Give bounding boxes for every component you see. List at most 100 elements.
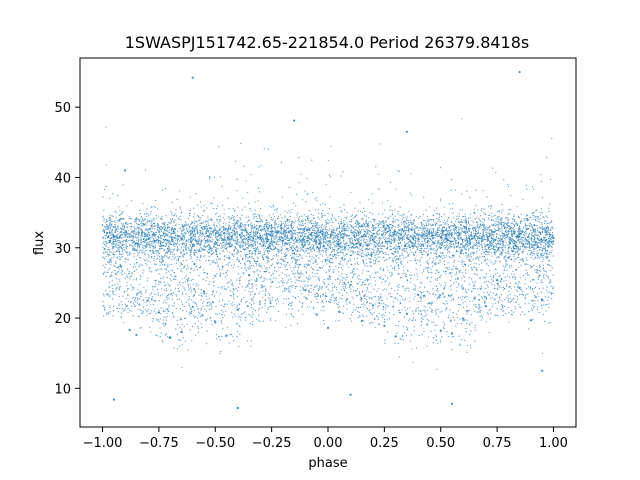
data-point [215, 250, 217, 252]
data-point [472, 230, 475, 232]
data-point [261, 215, 263, 217]
data-point [258, 314, 260, 316]
data-point [356, 253, 358, 255]
data-point [236, 308, 239, 311]
data-point [525, 230, 527, 233]
data-point [108, 260, 110, 262]
data-point [374, 303, 376, 305]
data-point [520, 314, 522, 316]
data-point [305, 298, 307, 300]
data-point [324, 236, 326, 238]
data-point [163, 276, 165, 278]
data-point [194, 291, 197, 293]
data-point [338, 216, 340, 218]
data-point [542, 250, 544, 252]
data-point [445, 255, 447, 257]
data-point [491, 216, 493, 218]
data-point [285, 224, 288, 226]
data-point [254, 244, 256, 246]
data-point [530, 232, 532, 234]
data-point [182, 260, 184, 262]
data-point [517, 257, 519, 259]
data-point [308, 275, 310, 277]
data-point [155, 270, 157, 272]
data-point [131, 297, 133, 299]
data-point [140, 275, 142, 277]
data-point [481, 256, 483, 258]
data-point [138, 239, 140, 241]
data-point [228, 225, 230, 227]
data-point [333, 297, 335, 299]
data-point [182, 282, 184, 284]
data-point [272, 282, 274, 284]
data-point [136, 262, 138, 264]
data-point [356, 288, 358, 290]
data-point [457, 217, 460, 220]
data-point [464, 213, 466, 215]
data-point [179, 317, 181, 319]
data-point [453, 246, 455, 248]
data-point [459, 237, 461, 240]
data-point [204, 238, 206, 240]
data-point [153, 299, 155, 301]
data-point [155, 217, 157, 219]
data-point [105, 231, 109, 235]
data-point [494, 228, 496, 230]
data-point [240, 142, 242, 144]
data-point [479, 310, 481, 312]
data-point [372, 259, 375, 261]
data-point [459, 344, 461, 347]
data-point [398, 273, 400, 275]
data-point [153, 242, 155, 244]
data-point [372, 213, 374, 215]
data-point [118, 286, 120, 288]
data-point [329, 228, 331, 230]
data-point [387, 254, 389, 256]
data-point [465, 237, 467, 239]
data-point [174, 287, 176, 289]
data-point [313, 288, 315, 290]
data-point [399, 256, 401, 258]
data-point [334, 229, 336, 231]
data-point [239, 250, 241, 252]
data-point [436, 207, 438, 209]
data-point [424, 286, 426, 288]
data-point [501, 244, 503, 246]
data-point [451, 336, 453, 338]
data-point [118, 240, 120, 242]
data-point [134, 266, 136, 268]
data-point [304, 233, 306, 235]
data-point [414, 293, 416, 295]
data-point [425, 261, 427, 263]
data-point [194, 229, 196, 231]
data-point [166, 319, 168, 321]
data-point [363, 236, 365, 238]
data-point [260, 287, 262, 289]
data-point [318, 238, 320, 240]
data-point [193, 269, 196, 271]
data-point [169, 248, 171, 250]
data-point [194, 334, 196, 336]
data-point [285, 249, 287, 251]
data-point [460, 244, 462, 246]
data-point [189, 210, 191, 212]
data-point [301, 234, 303, 237]
data-point [121, 304, 123, 306]
data-point [550, 238, 552, 240]
data-point [448, 267, 450, 269]
data-point [133, 229, 136, 231]
data-point [105, 185, 107, 188]
data-point [470, 267, 473, 269]
data-point [432, 257, 434, 259]
data-point [404, 223, 406, 225]
data-point [242, 297, 245, 299]
data-point [277, 225, 279, 227]
data-point [297, 276, 299, 279]
data-point [479, 315, 481, 318]
data-point [174, 256, 176, 258]
data-point [137, 218, 139, 220]
data-point [196, 317, 199, 319]
data-point [272, 205, 275, 208]
data-point [444, 309, 446, 311]
data-point [334, 255, 336, 257]
